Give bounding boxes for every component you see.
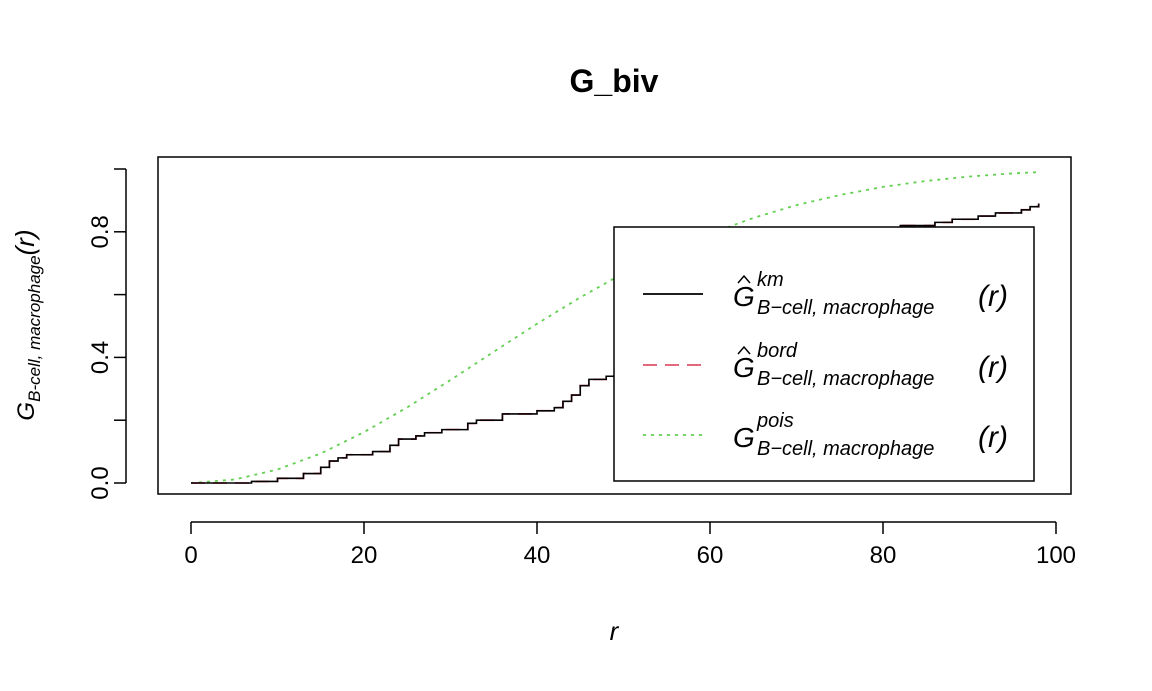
legend-sub-pois: B−cell, macrophage [757, 438, 934, 460]
plot-frame [157, 156, 1072, 495]
legend-base-bord: G [733, 352, 755, 383]
y-axis-label: GB-cell, macrophage(r) [10, 229, 44, 420]
legend-arg-bord: (r) [978, 351, 1008, 384]
y-tick-label: 0.0 [87, 466, 114, 499]
x-tick-label: 20 [351, 542, 378, 569]
y-label-main: G [13, 402, 40, 421]
x-tick-label: 80 [870, 542, 897, 569]
legend-arg-pois: (r) [978, 421, 1008, 454]
y-tick-label: 0.8 [87, 215, 114, 248]
chart-title: G_biv [570, 63, 659, 99]
legend-box [613, 226, 1035, 482]
legend-sub-bord: B−cell, macrophage [757, 368, 934, 390]
y-label-arg: (r) [10, 229, 40, 255]
legend-sup-pois: pois [756, 410, 794, 432]
legend-hat-bord [737, 345, 751, 355]
legend-sup-km: km [757, 269, 784, 291]
legend-sup-bord: bord [757, 340, 798, 362]
x-tick-label: 60 [697, 542, 724, 569]
x-axis-label: r [610, 616, 620, 646]
svg-text:GB-cell, macrophage(r): GB-cell, macrophage(r) [10, 229, 44, 420]
x-tick-label: 40 [524, 542, 551, 569]
legend-arg-km: (r) [978, 280, 1008, 313]
legend-hat-km [737, 274, 751, 284]
legend-base-pois: G [733, 422, 755, 453]
legend-base-km: G [733, 281, 755, 312]
x-tick-label: 0 [184, 542, 197, 569]
y-tick-label: 0.4 [87, 341, 114, 374]
legend-sub-km: B−cell, macrophage [757, 297, 934, 319]
y-label-subscript: B-cell, macrophage [25, 255, 44, 401]
x-tick-label: 100 [1036, 542, 1076, 569]
